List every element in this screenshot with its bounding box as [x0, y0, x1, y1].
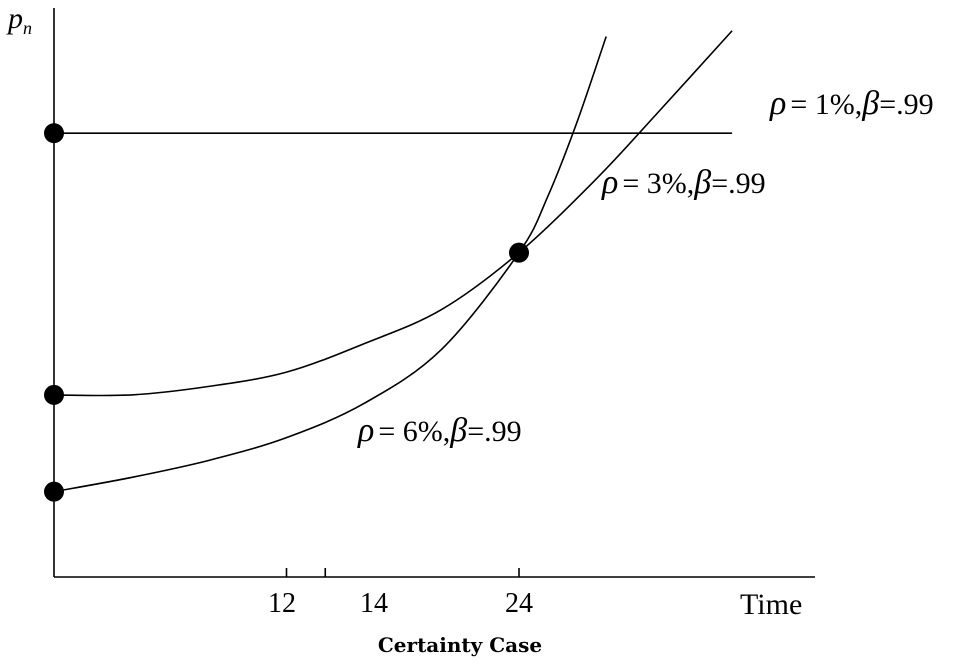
series-label-3pct: ρ = 3%,β=.99	[601, 164, 766, 201]
y-axis-label: pn	[6, 2, 32, 38]
y-label-sub: n	[23, 18, 32, 38]
curve-rho-6pct	[53, 36, 607, 493]
marker-point-3	[509, 242, 529, 263]
chart-caption: Certainty Case	[378, 633, 542, 657]
series-curves	[53, 30, 733, 493]
tick-label-14: 14	[360, 588, 388, 619]
series-label-1pct: ρ = 1%,β=.99	[769, 85, 934, 122]
marker-point-0	[44, 123, 64, 144]
tick-label-12: 12	[268, 588, 296, 619]
x-axis-label: Time	[740, 588, 802, 621]
series-label-6pct: ρ = 6%,β=.99	[357, 412, 522, 449]
marker-point-2	[44, 481, 64, 502]
markers	[44, 123, 529, 502]
tick-label-24: 24	[505, 588, 533, 619]
x-ticks	[285, 568, 520, 577]
marker-point-1	[44, 384, 64, 405]
y-label-main: p	[6, 2, 23, 35]
curve-rho-3pct	[53, 30, 733, 397]
